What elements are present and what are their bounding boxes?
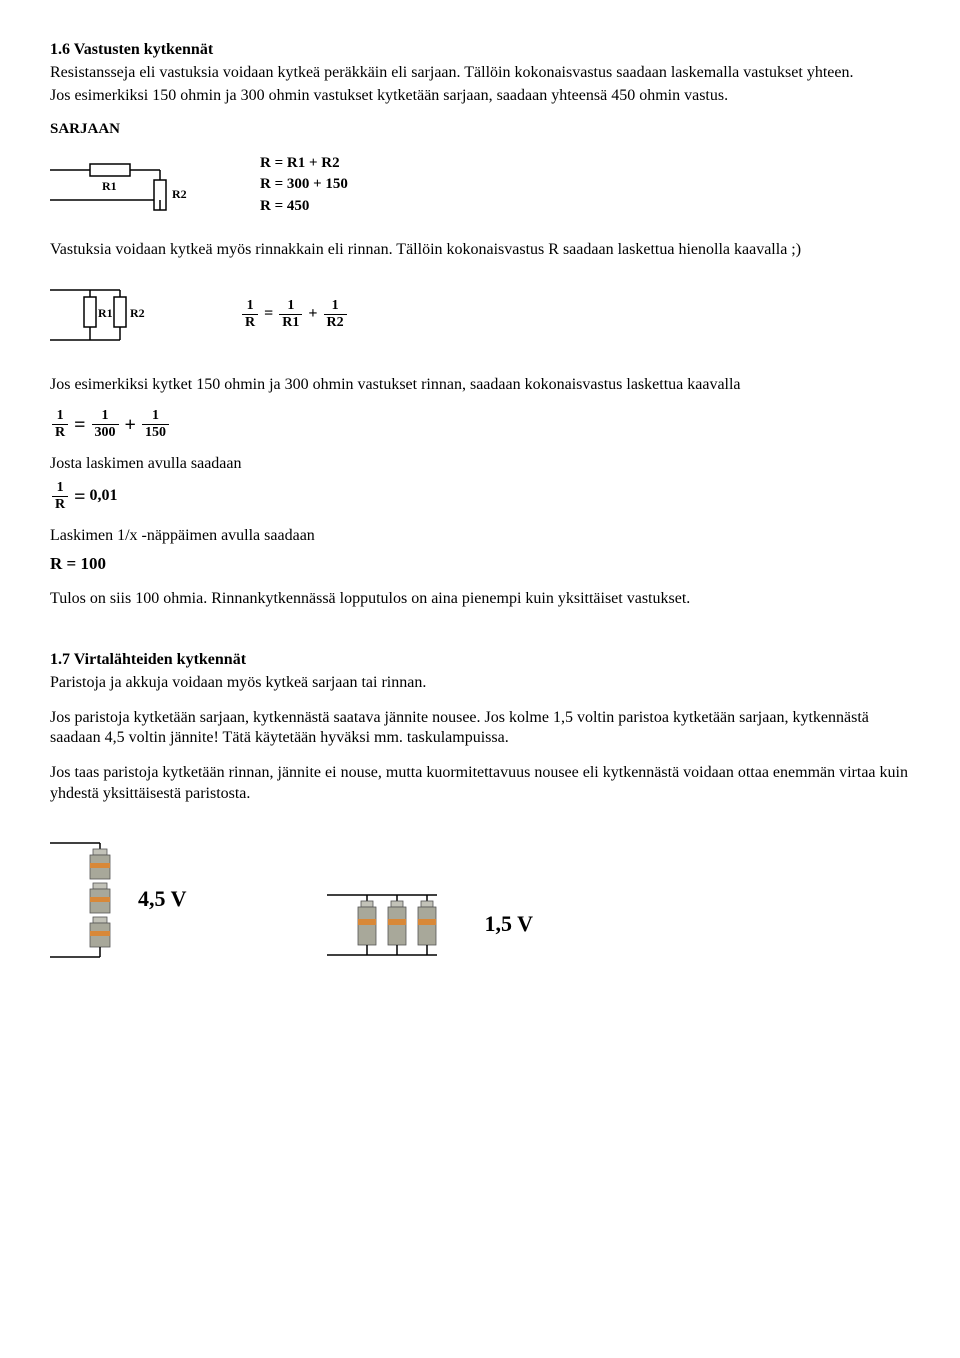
frac-den: 150	[142, 425, 169, 440]
frac-num: 1	[324, 299, 347, 315]
frac-num: 1	[52, 481, 68, 497]
series-circuit-svg: R1 R2	[50, 150, 230, 220]
parallel-r1-label: R1	[98, 306, 113, 320]
series-diagram: R1 R2 R = R1 + R2 R = 300 + 150 R = 450	[50, 150, 910, 220]
frac-den: R	[52, 425, 68, 440]
frac-den: R	[242, 315, 258, 330]
series-battery-group: 4,5 V	[50, 835, 187, 965]
frac-num: 1	[242, 299, 258, 315]
calc1: 1R = 1300 + 1150	[50, 409, 910, 440]
section-1-6-heading: 1.6 Vastusten kytkennät	[50, 41, 213, 58]
series-eq3: R = 450	[260, 197, 348, 217]
s17-p3: Jos taas paristoja kytketään rinnan, jän…	[50, 763, 910, 805]
section-1-7-heading: 1.7 Virtalähteiden kytkennät	[50, 651, 246, 668]
parallel-circuit-svg: R1 R2	[50, 275, 210, 355]
frac-num: 1	[279, 299, 302, 315]
s16-p5: Josta laskimen avulla saadaan	[50, 454, 910, 475]
frac-num: 1	[52, 409, 68, 425]
frac-den: R2	[324, 315, 347, 330]
plus-sign: +	[125, 412, 136, 438]
series-r2-label: R2	[172, 187, 187, 201]
series-voltage-label: 4,5 V	[138, 885, 187, 914]
parallel-r2-label: R2	[130, 306, 145, 320]
series-r1-label: R1	[102, 179, 117, 193]
parallel-voltage-label: 1,5 V	[485, 910, 534, 939]
frac-num: 1	[92, 409, 119, 425]
s17-p2: Jos paristoja kytketään sarjaan, kytkenn…	[50, 708, 910, 750]
series-batteries-svg	[50, 835, 120, 965]
s16-p1: Resistansseja eli vastuksia voidaan kytk…	[50, 63, 910, 84]
frac-den: R1	[279, 315, 302, 330]
series-formulas: R = R1 + R2 R = 300 + 150 R = 450	[260, 152, 348, 219]
plus-sign: +	[308, 304, 317, 325]
s16-p2: Jos esimerkiksi 150 ohmin ja 300 ohmin v…	[50, 86, 910, 107]
eq-sign: =	[264, 304, 273, 325]
parallel-battery-group: 1,5 V	[327, 885, 534, 965]
frac-num: 1	[142, 409, 169, 425]
series-diagram-title: SARJAAN	[50, 120, 910, 140]
frac-den: R	[52, 497, 68, 512]
calc3: R = 100	[50, 553, 910, 575]
parallel-batteries-svg	[327, 885, 467, 965]
s16-p4: Jos esimerkiksi kytket 150 ohmin ja 300 …	[50, 375, 910, 396]
series-eq1: R = R1 + R2	[260, 154, 348, 174]
battery-diagrams: 4,5 V	[50, 835, 910, 965]
calc2: 1R = 0,01	[50, 481, 910, 512]
parallel-formula: 1R = 1R1 + 1R2	[240, 299, 349, 330]
calc2-val: 0,01	[90, 486, 118, 507]
s16-p6: Laskimen 1/x -näppäimen avulla saadaan	[50, 526, 910, 547]
s16-p7: Tulos on siis 100 ohmia. Rinnankytkennäs…	[50, 589, 910, 610]
frac-den: 300	[92, 425, 119, 440]
eq-sign: =	[74, 412, 85, 438]
eq-sign: =	[74, 484, 85, 510]
series-eq2: R = 300 + 150	[260, 175, 348, 195]
s16-p3: Vastuksia voidaan kytkeä myös rinnakkain…	[50, 240, 910, 261]
s17-p1: Paristoja ja akkuja voidaan myös kytkeä …	[50, 673, 910, 694]
parallel-diagram: R1 R2 1R = 1R1 + 1R2	[50, 275, 910, 355]
